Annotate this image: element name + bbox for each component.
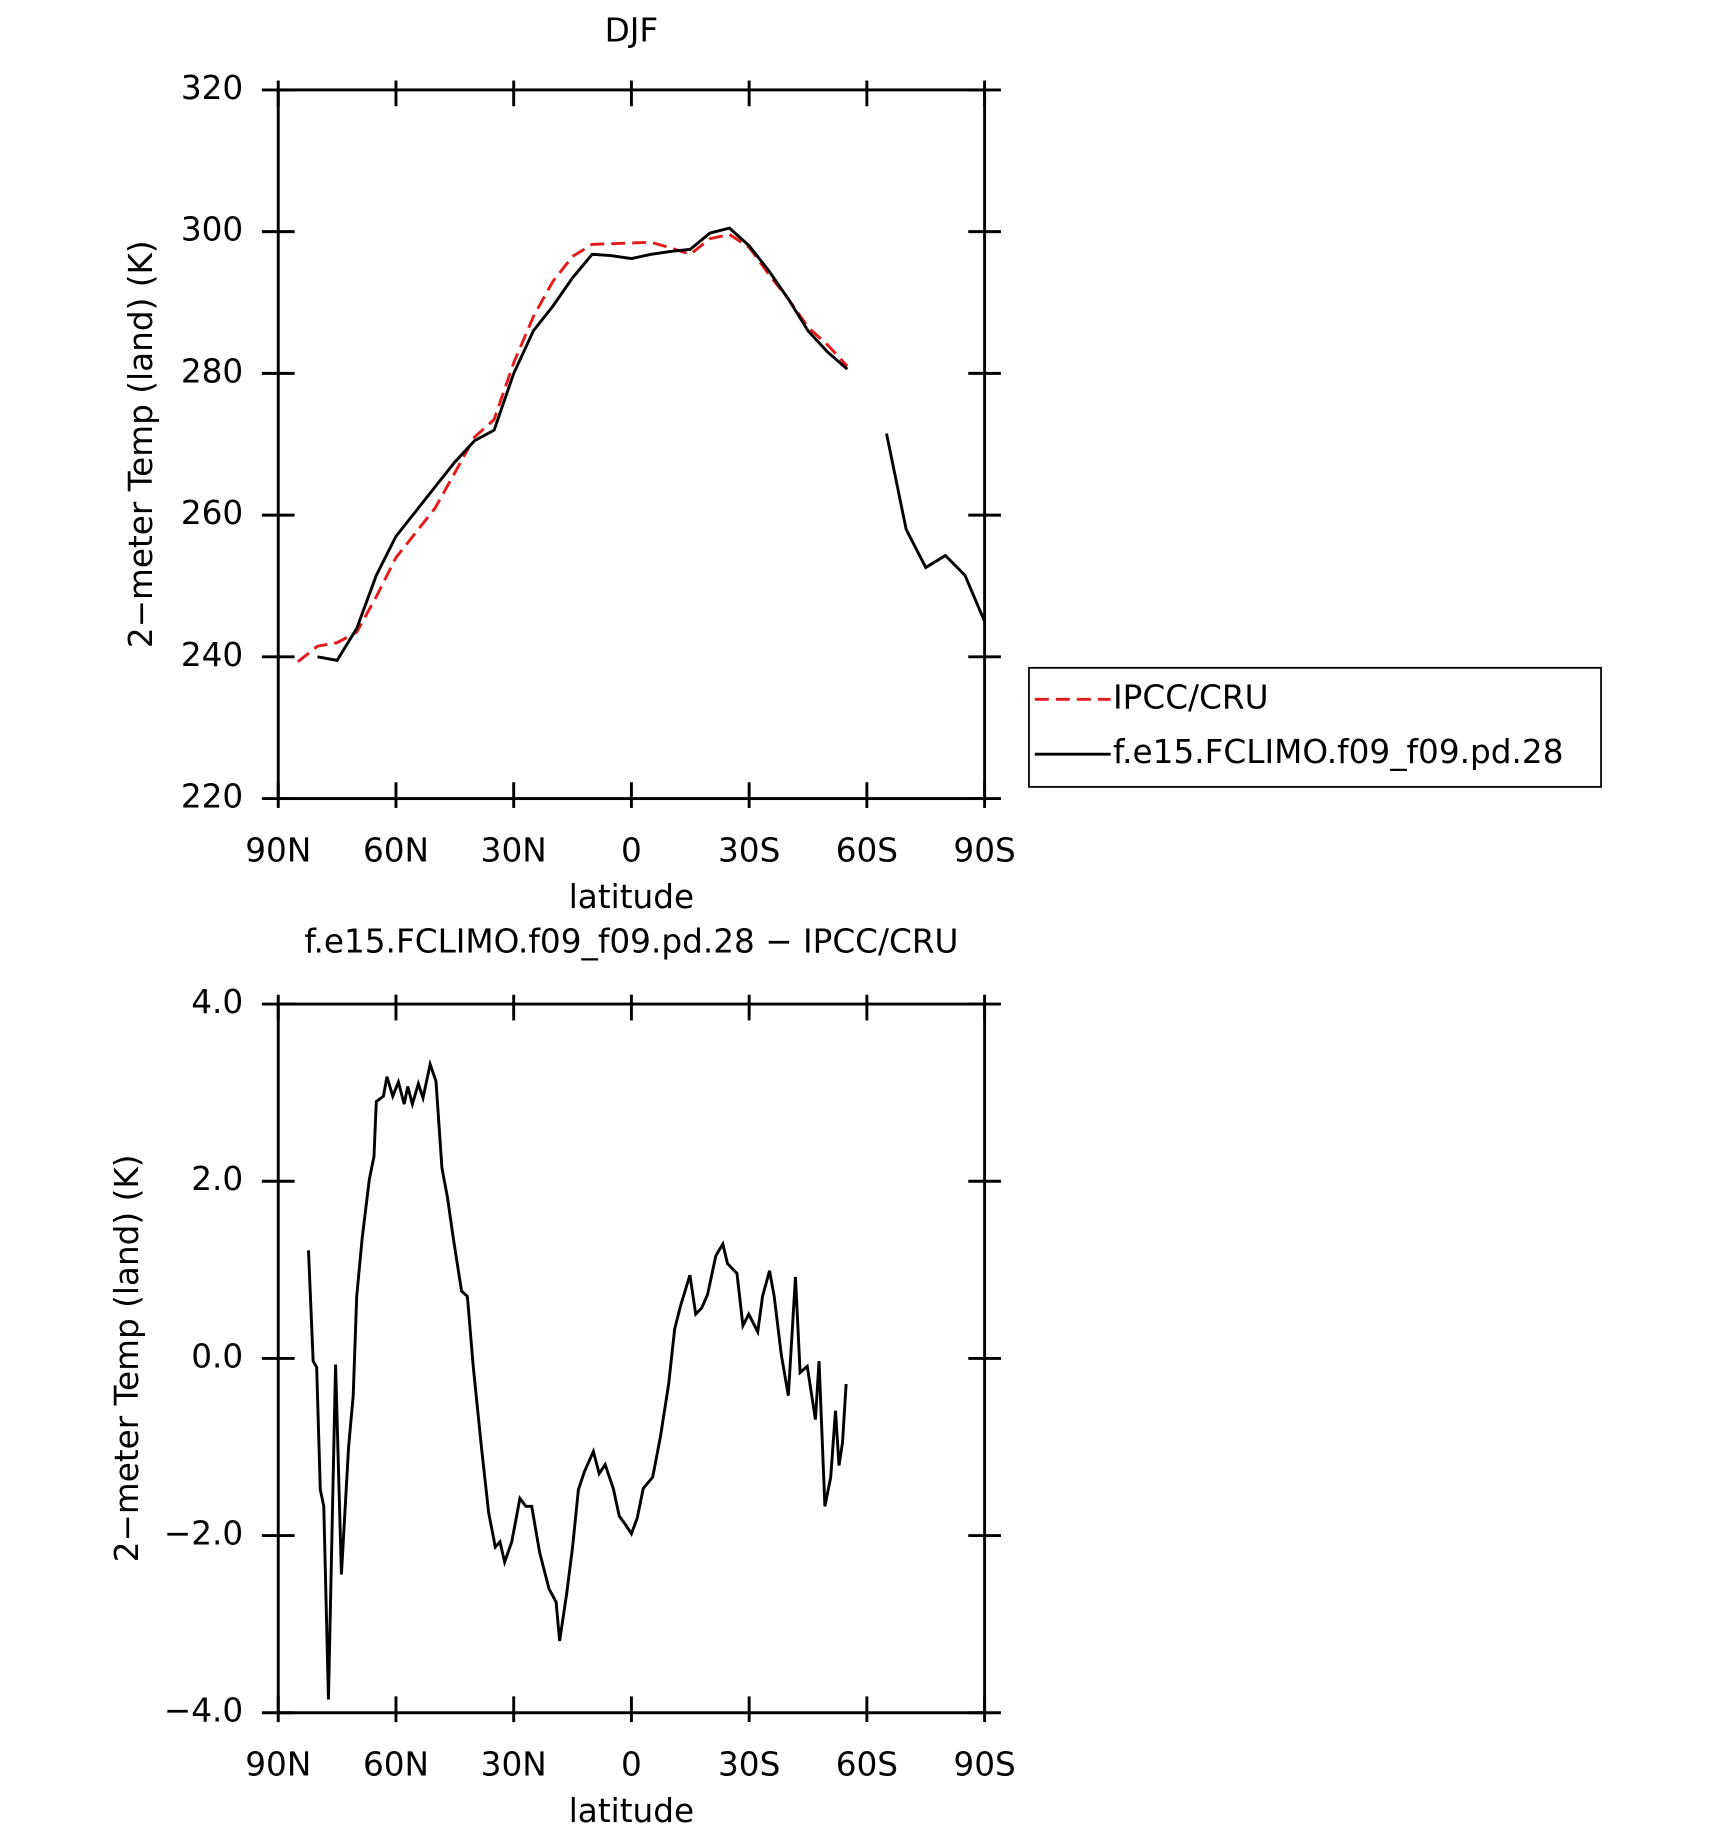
y-tick-label: 320 — [181, 69, 243, 107]
y-axis-label: 2−meter Temp (land) (K) — [122, 240, 160, 648]
y-tick-label: 280 — [181, 352, 243, 390]
y-tick-label: −4.0 — [164, 1692, 243, 1730]
data-line — [296, 232, 849, 663]
plot-frame — [276, 1002, 987, 1715]
x-tick-label: 0 — [621, 831, 642, 869]
x-tick-label: 30S — [718, 831, 780, 869]
y-tick-label: −2.0 — [164, 1515, 243, 1553]
y-tick-label: 240 — [181, 636, 243, 674]
chart-title: DJF — [605, 12, 659, 50]
data-line — [307, 1058, 848, 1700]
y-tick-label: 0.0 — [191, 1337, 243, 1375]
legend-box — [1028, 666, 1602, 788]
plot-frame — [276, 88, 987, 801]
x-tick-label: 90S — [953, 831, 1015, 869]
y-tick-label: 260 — [181, 494, 243, 532]
x-tick-label: 0 — [621, 1745, 642, 1783]
x-tick-label: 30N — [481, 1745, 547, 1783]
x-axis-label: latitude — [569, 878, 694, 916]
x-tick-label: 30N — [481, 831, 547, 869]
x-tick-label: 90S — [953, 1745, 1015, 1783]
x-tick-label: 60N — [363, 831, 429, 869]
x-tick-label: 60S — [836, 831, 898, 869]
x-tick-label: 30S — [718, 1745, 780, 1783]
x-tick-label: 90N — [245, 1745, 311, 1783]
legend-label: f.e15.FCLIMO.f09_f09.pd.28 — [1113, 733, 1564, 771]
y-tick-label: 4.0 — [191, 983, 243, 1021]
x-tick-label: 60S — [836, 1745, 898, 1783]
x-axis-label: latitude — [569, 1792, 694, 1830]
y-tick-label: 2.0 — [191, 1160, 243, 1198]
y-tick-label: 300 — [181, 211, 243, 249]
legend-label: IPCC/CRU — [1113, 678, 1268, 716]
y-axis-label: 2−meter Temp (land) (K) — [108, 1154, 146, 1562]
x-tick-label: 60N — [363, 1745, 429, 1783]
chart-title: f.e15.FCLIMO.f09_f09.pd.28 − IPCC/CRU — [304, 922, 958, 960]
x-tick-label: 90N — [245, 831, 311, 869]
data-line — [317, 226, 986, 662]
y-tick-label: 220 — [181, 778, 243, 816]
